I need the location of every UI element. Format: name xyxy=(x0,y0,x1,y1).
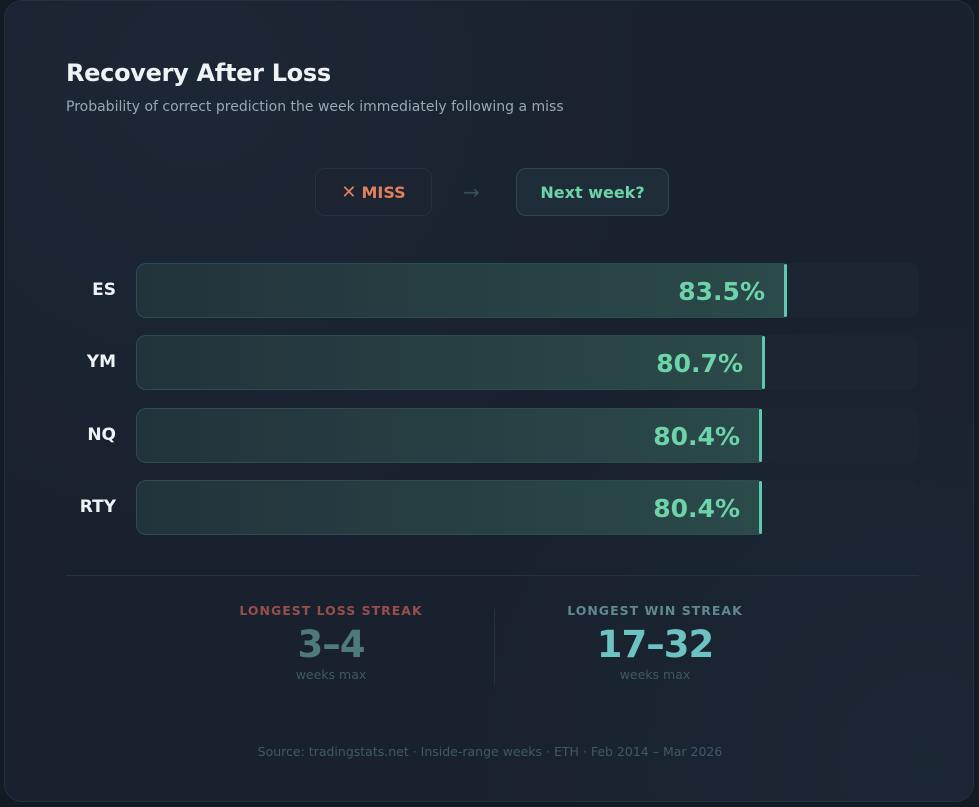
next-week-badge: Next week? xyxy=(516,168,669,216)
bar-track: 80.4% xyxy=(136,408,919,463)
miss-badge: ✕ MISS xyxy=(315,168,432,216)
bar-label: ES xyxy=(92,280,116,300)
bar-fill: 83.5% xyxy=(136,263,787,318)
loss-streak-label: LONGEST LOSS STREAK xyxy=(239,603,423,618)
streak-stats: LONGEST LOSS STREAK 3–4 weeks max LONGES… xyxy=(5,601,975,701)
bar-row-rty: RTY 80.4% xyxy=(5,480,975,535)
loss-streak-unit: weeks max xyxy=(295,667,367,682)
arrow-right-icon: → xyxy=(463,180,480,204)
chart-subtitle: Probability of correct prediction the we… xyxy=(66,99,564,115)
bar-label: RTY xyxy=(79,497,116,517)
bar-label: NQ xyxy=(87,425,116,445)
loss-streak-value: 3–4 xyxy=(297,623,366,666)
bar-row-ym: YM 80.7% xyxy=(5,335,975,390)
miss-label: MISS xyxy=(361,182,406,202)
bar-row-nq: NQ 80.4% xyxy=(5,408,975,463)
win-streak-unit: weeks max xyxy=(619,667,691,682)
stat-divider xyxy=(494,609,495,685)
bar-fill: 80.4% xyxy=(136,480,762,535)
bar-value: 80.4% xyxy=(653,422,740,451)
bar-value: 80.7% xyxy=(656,349,743,378)
win-streak-label: LONGEST WIN STREAK xyxy=(567,603,743,618)
bar-track: 80.7% xyxy=(136,335,919,390)
bar-fill: 80.4% xyxy=(136,408,762,463)
section-divider xyxy=(66,575,919,576)
loss-streak-stat: LONGEST LOSS STREAK 3–4 weeks max xyxy=(211,601,451,682)
bar-label: YM xyxy=(86,352,116,372)
bar-value: 83.5% xyxy=(678,277,765,306)
bar-track: 80.4% xyxy=(136,480,919,535)
miss-flow-diagram: ✕ MISS → Next week? xyxy=(5,168,975,218)
x-icon: ✕ xyxy=(341,181,357,203)
win-streak-value: 17–32 xyxy=(596,623,714,666)
bar-track: 83.5% xyxy=(136,263,919,318)
chart-title: Recovery After Loss xyxy=(66,59,331,87)
bar-row-es: ES 83.5% xyxy=(5,263,975,318)
source-footnote: Source: tradingstats.net · Inside-range … xyxy=(257,744,723,759)
win-streak-stat: LONGEST WIN STREAK 17–32 weeks max xyxy=(535,601,775,682)
bar-fill: 80.7% xyxy=(136,335,765,390)
next-week-label: Next week? xyxy=(540,182,645,202)
bar-value: 80.4% xyxy=(653,494,740,523)
chart-card: Recovery After Loss Probability of corre… xyxy=(4,0,974,802)
